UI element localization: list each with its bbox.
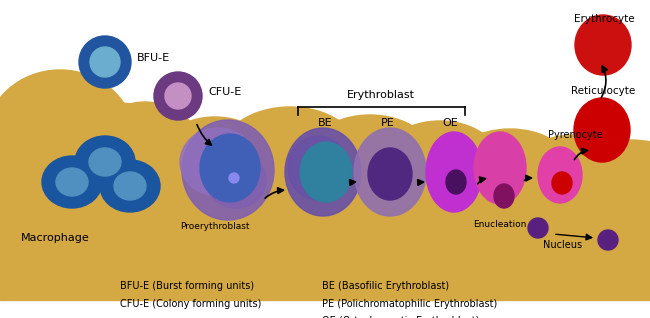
Text: CFU-E: CFU-E bbox=[208, 87, 241, 97]
Ellipse shape bbox=[79, 36, 131, 88]
Text: PE (Polichromatophilic Erythroblast): PE (Polichromatophilic Erythroblast) bbox=[322, 299, 497, 309]
Ellipse shape bbox=[528, 218, 548, 238]
Ellipse shape bbox=[426, 132, 482, 212]
Ellipse shape bbox=[0, 175, 650, 285]
Ellipse shape bbox=[0, 70, 135, 210]
Ellipse shape bbox=[90, 47, 120, 77]
Ellipse shape bbox=[75, 136, 135, 188]
Text: CFU-E (Colony forming units): CFU-E (Colony forming units) bbox=[120, 299, 261, 309]
Text: Enucleation: Enucleation bbox=[473, 220, 526, 229]
Text: BE (Basofilic Erythroblast): BE (Basofilic Erythroblast) bbox=[322, 281, 449, 291]
Ellipse shape bbox=[305, 115, 435, 205]
Ellipse shape bbox=[180, 128, 256, 196]
Ellipse shape bbox=[220, 107, 360, 203]
Ellipse shape bbox=[100, 160, 160, 212]
Ellipse shape bbox=[245, 230, 375, 286]
Ellipse shape bbox=[368, 148, 412, 200]
Ellipse shape bbox=[575, 15, 631, 75]
Ellipse shape bbox=[600, 226, 650, 270]
Ellipse shape bbox=[25, 96, 135, 200]
Ellipse shape bbox=[450, 129, 570, 205]
Ellipse shape bbox=[520, 225, 640, 275]
Ellipse shape bbox=[380, 121, 500, 205]
Text: Erythrocyte: Erythrocyte bbox=[574, 14, 634, 24]
Text: BFU-E: BFU-E bbox=[137, 53, 170, 63]
Ellipse shape bbox=[446, 170, 466, 194]
Text: PE: PE bbox=[381, 118, 395, 128]
Ellipse shape bbox=[0, 100, 75, 210]
Ellipse shape bbox=[42, 156, 102, 208]
Ellipse shape bbox=[155, 117, 275, 207]
Ellipse shape bbox=[56, 168, 88, 196]
Ellipse shape bbox=[538, 147, 582, 203]
Text: Erythroblast: Erythroblast bbox=[347, 90, 415, 100]
Text: Proerythroblast: Proerythroblast bbox=[180, 222, 250, 231]
Ellipse shape bbox=[206, 152, 266, 208]
Ellipse shape bbox=[288, 136, 348, 200]
Ellipse shape bbox=[574, 98, 630, 162]
Text: Pyrenocyte: Pyrenocyte bbox=[548, 130, 603, 140]
Ellipse shape bbox=[435, 228, 545, 278]
Text: Macrophage: Macrophage bbox=[21, 233, 90, 243]
Ellipse shape bbox=[154, 72, 202, 120]
Text: BE: BE bbox=[318, 118, 332, 128]
Text: Reticulocyte: Reticulocyte bbox=[571, 86, 635, 96]
Ellipse shape bbox=[354, 128, 426, 216]
Ellipse shape bbox=[229, 173, 239, 183]
Ellipse shape bbox=[130, 232, 270, 288]
Ellipse shape bbox=[494, 184, 514, 208]
Ellipse shape bbox=[110, 106, 200, 190]
Ellipse shape bbox=[300, 142, 352, 202]
Bar bbox=[0, 220, 650, 300]
Ellipse shape bbox=[65, 103, 175, 207]
Text: OE: OE bbox=[442, 118, 458, 128]
Text: Nucleus: Nucleus bbox=[543, 240, 582, 250]
Ellipse shape bbox=[90, 102, 200, 202]
Ellipse shape bbox=[0, 225, 160, 285]
Ellipse shape bbox=[474, 132, 526, 204]
Ellipse shape bbox=[114, 172, 146, 200]
Ellipse shape bbox=[340, 229, 460, 281]
Ellipse shape bbox=[89, 148, 121, 176]
Ellipse shape bbox=[552, 172, 572, 194]
Ellipse shape bbox=[570, 140, 650, 204]
Text: BFU-E (Burst forming units): BFU-E (Burst forming units) bbox=[120, 281, 254, 291]
FancyBboxPatch shape bbox=[0, 150, 650, 290]
Ellipse shape bbox=[285, 128, 361, 216]
Ellipse shape bbox=[165, 83, 191, 109]
Ellipse shape bbox=[515, 135, 635, 205]
Ellipse shape bbox=[598, 230, 618, 250]
Ellipse shape bbox=[182, 120, 274, 220]
Text: OE (Ortochromatic Erythroblast): OE (Ortochromatic Erythroblast) bbox=[322, 316, 479, 318]
Ellipse shape bbox=[200, 134, 260, 202]
